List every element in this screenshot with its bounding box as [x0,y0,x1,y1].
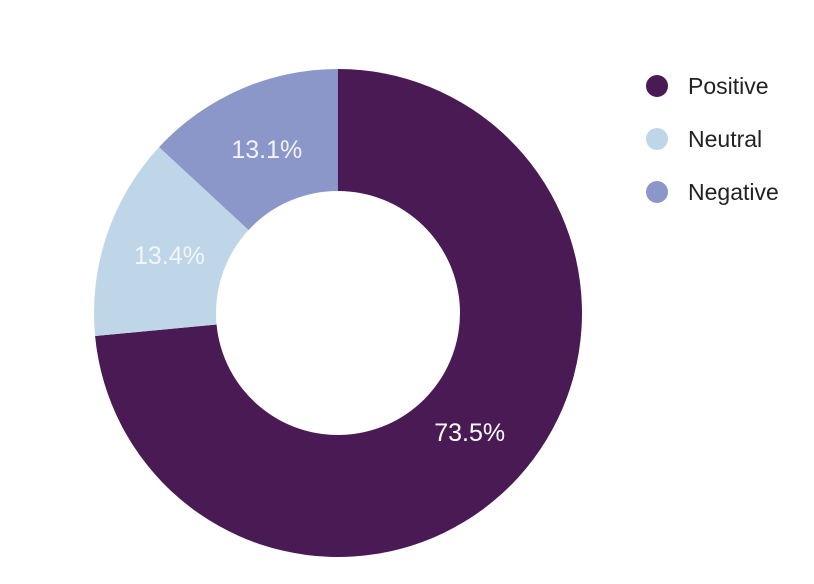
slice-label-negative: 13.1% [231,136,302,164]
chart-slices [94,69,582,558]
legend-item-neutral[interactable]: Neutral [646,126,762,152]
slice-negative [159,69,338,231]
chart-legend: Positive Neutral Negative [646,73,779,205]
legend-swatch-neutral [646,128,668,150]
legend-item-negative[interactable]: Negative [646,179,779,205]
slice-label-neutral: 13.4% [134,242,205,270]
legend-item-positive[interactable]: Positive [646,73,769,99]
legend-swatch-positive [646,75,668,97]
slice-neutral [94,147,249,336]
slice-positive [95,69,582,558]
legend-label-negative: Negative [688,179,779,205]
legend-label-neutral: Neutral [688,126,762,152]
legend-swatch-negative [646,181,668,203]
chart-slice-labels: 73.5% 13.4% 13.1% [134,136,505,447]
legend-label-positive: Positive [688,73,769,99]
slice-label-positive: 73.5% [434,419,505,447]
